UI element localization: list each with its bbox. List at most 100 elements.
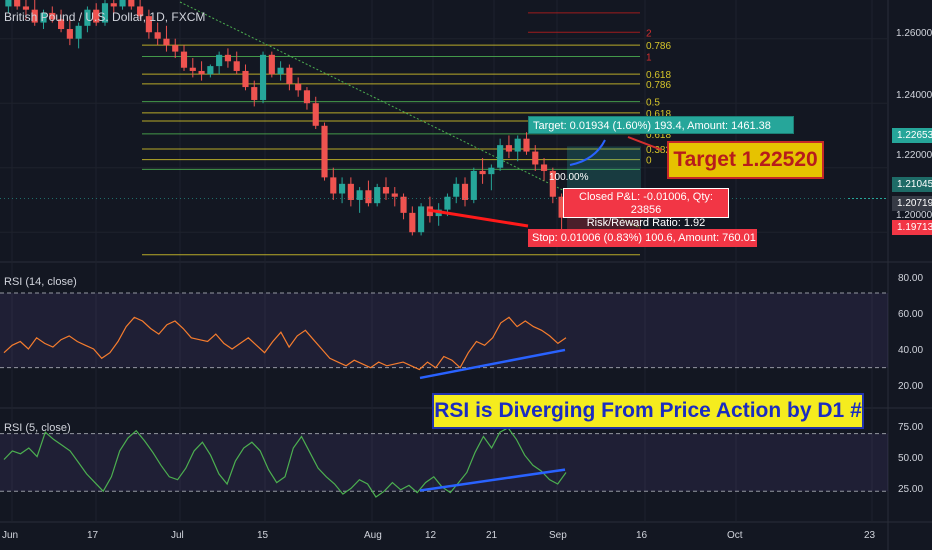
x-tick-11: 23	[864, 530, 876, 541]
candle-body-16	[145, 16, 152, 33]
candle-body-1	[14, 0, 21, 7]
target-info-box: Target: 0.01934 (1.60%) 193.4, Amount: 1…	[528, 116, 794, 134]
rsi14-divergence-line	[419, 348, 566, 380]
candle-body-24	[216, 54, 223, 67]
candle-body-19	[172, 45, 179, 52]
stop-info-box: Stop: 0.01006 (0.83%) 100.6, Amount: 760…	[528, 229, 757, 247]
candle-body-36	[321, 125, 328, 178]
candle-body-52	[461, 183, 469, 200]
candle-body-4	[40, 12, 47, 23]
candle-body-45	[400, 196, 407, 213]
fib-percent-label: 100.00%	[549, 172, 589, 183]
candle-body-0	[5, 0, 12, 7]
price-badge-1: 1.22653	[892, 128, 932, 143]
candle-body-35	[312, 103, 319, 126]
price-badge-3: 1.20719	[892, 196, 932, 211]
candle-body-56	[497, 145, 504, 168]
rsi14-tick-2: 60.00	[898, 309, 924, 320]
candle-body-18	[163, 38, 170, 46]
candle-body-40	[356, 190, 363, 200]
rsi14-tick-4: 20.00	[898, 381, 924, 392]
candle-body-5	[49, 12, 56, 20]
candle-body-41	[365, 190, 372, 204]
price-tick-4: 1.20000	[896, 210, 932, 221]
candle-body-22	[198, 70, 205, 75]
price-tick-2: 1.24000	[896, 90, 932, 101]
candle-body-32	[286, 67, 293, 84]
candle-body-53	[470, 170, 477, 200]
candle-body-54	[479, 170, 486, 175]
candle-body-63	[558, 196, 565, 218]
candle-body-14	[128, 0, 135, 7]
x-tick-5: Aug	[364, 530, 382, 541]
x-tick-3: Jul	[171, 530, 184, 541]
candle-body-28	[251, 87, 258, 100]
candle-body-50	[444, 196, 451, 210]
callout-arrow	[627, 136, 663, 151]
rsi5-band	[0, 433, 888, 492]
candle-body-42	[374, 187, 381, 204]
rsi14-title: RSI (14, close)	[4, 276, 77, 288]
candle-body-9	[84, 9, 91, 26]
rsi14-tick-1: 80.00	[898, 273, 924, 284]
rsi14-tick-3: 40.00	[898, 345, 924, 356]
x-tick-6: 12	[425, 530, 437, 541]
price-badge-4: 1.19713	[892, 220, 932, 235]
candle-body-31	[277, 67, 284, 75]
candle-body-58	[514, 138, 521, 152]
candle-body-12	[110, 3, 117, 7]
candle-body-23	[207, 66, 214, 75]
trend-line	[179, 1, 641, 229]
fib-label-0: 2	[646, 28, 652, 39]
rsi5-divergence-line	[419, 468, 566, 492]
candle-body-15	[137, 6, 144, 17]
rsi5-title: RSI (5, close)	[4, 422, 71, 434]
candle-body-11	[101, 3, 109, 23]
price-divergence-line	[427, 208, 529, 228]
candle-body-59	[523, 138, 530, 152]
candle-body-17	[154, 32, 161, 39]
rsi5-line	[3, 427, 567, 498]
closed-pl-box: Closed P&L: -0.01006, Qty: 23856 Risk/Re…	[563, 188, 729, 229]
rsi14-band	[0, 293, 888, 368]
fib-label-2: 1	[646, 52, 652, 63]
candle-body-39	[347, 183, 354, 200]
candle-body-33	[295, 83, 302, 91]
candle-body-44	[391, 193, 398, 197]
candle-body-61	[540, 164, 548, 171]
candle-body-10	[93, 9, 100, 23]
candle-body-34	[303, 90, 311, 104]
price-tick-1: 1.26000	[896, 28, 932, 39]
x-tick-8: Sep	[549, 530, 567, 541]
candle-body-51	[453, 183, 460, 197]
candle-body-21	[189, 67, 196, 71]
fib-label-8: 0.618	[646, 130, 671, 141]
candle-body-47	[418, 206, 425, 233]
candle-body-30	[268, 54, 275, 75]
candle-body-37	[330, 177, 337, 194]
x-tick-9: 16	[636, 530, 648, 541]
rsi5-tick-1: 75.00	[898, 422, 924, 433]
candle-body-57	[505, 145, 512, 152]
divergence-note: RSI is Diverging From Price Action by D1…	[432, 393, 864, 429]
fib-label-4: 0.786	[646, 80, 671, 91]
target-callout: Target 1.22520	[667, 141, 824, 179]
candle-body-8	[75, 25, 82, 39]
fib-label-3: 0.618	[646, 70, 671, 81]
candle-body-55	[488, 167, 495, 175]
candle-body-25	[224, 54, 231, 62]
price-badge-2: 1.21045	[892, 177, 932, 192]
rsi5-tick-2: 50.00	[898, 453, 924, 464]
rsi14-line	[3, 316, 567, 371]
candle-body-62	[549, 170, 556, 197]
price-tick-3: 1.22000	[896, 150, 932, 161]
x-tick-4: 15	[257, 530, 269, 541]
candle-body-29	[259, 54, 267, 100]
rsi5-tick-3: 25.00	[898, 484, 924, 495]
candle-body-46	[409, 212, 416, 233]
candle-body-38	[339, 183, 346, 194]
candle-body-13	[119, 0, 126, 7]
candle-body-60	[532, 151, 539, 165]
candle-body-26	[233, 61, 240, 71]
